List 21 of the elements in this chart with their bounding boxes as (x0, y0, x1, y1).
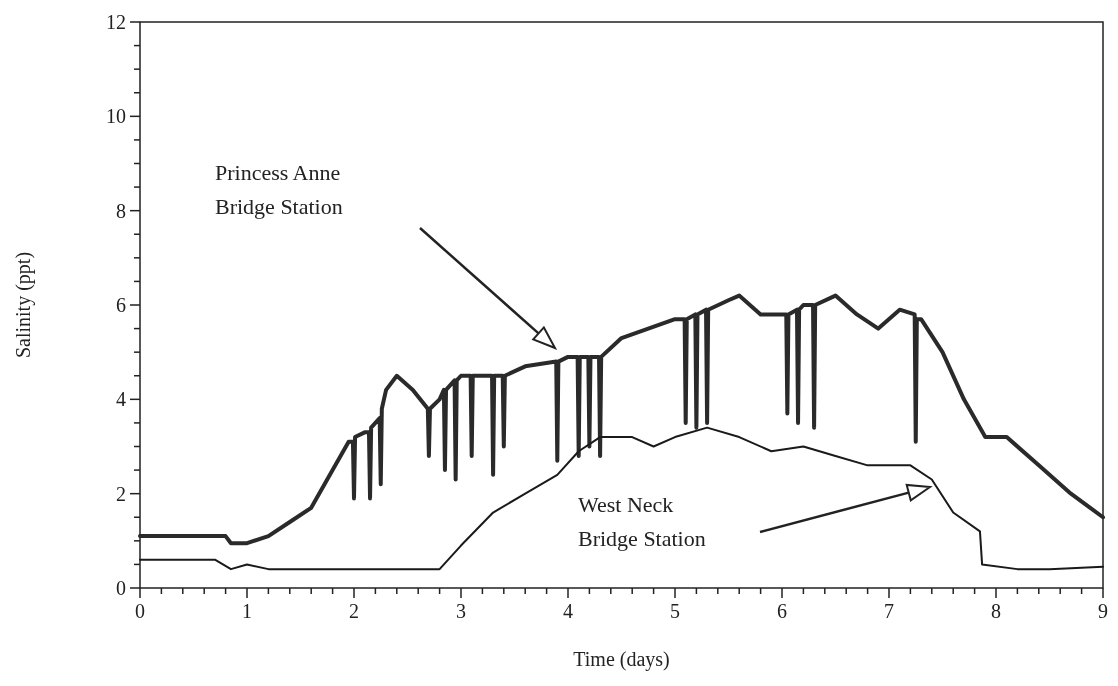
y-tick-label: 0 (116, 577, 126, 599)
x-tick-label: 5 (670, 600, 680, 622)
x-tick-label: 6 (777, 600, 787, 622)
x-tick-label: 2 (349, 600, 359, 622)
y-tick-label: 6 (116, 294, 126, 316)
x-tick-label: 0 (135, 600, 145, 622)
x-tick-label: 3 (456, 600, 466, 622)
x-tick-label: 8 (991, 600, 1001, 622)
y-tick-label: 2 (116, 482, 126, 505)
x-axis-title: Time (days) (573, 648, 670, 671)
x-tick-label: 9 (1098, 600, 1108, 622)
annotation: Princess Anne Bridge Station (215, 160, 343, 219)
x-tick-label: 4 (563, 600, 573, 622)
y-tick-label: 12 (106, 11, 126, 33)
x-tick-label: 7 (884, 600, 894, 622)
y-tick-label: 4 (116, 388, 126, 411)
y-tick-label: 10 (106, 105, 126, 128)
y-tick-label: 8 (116, 199, 126, 222)
x-tick-label: 1 (242, 600, 252, 622)
annotation: West Neck Bridge Station (578, 492, 706, 551)
y-axis-title: Salinity (ppt) (12, 251, 35, 359)
